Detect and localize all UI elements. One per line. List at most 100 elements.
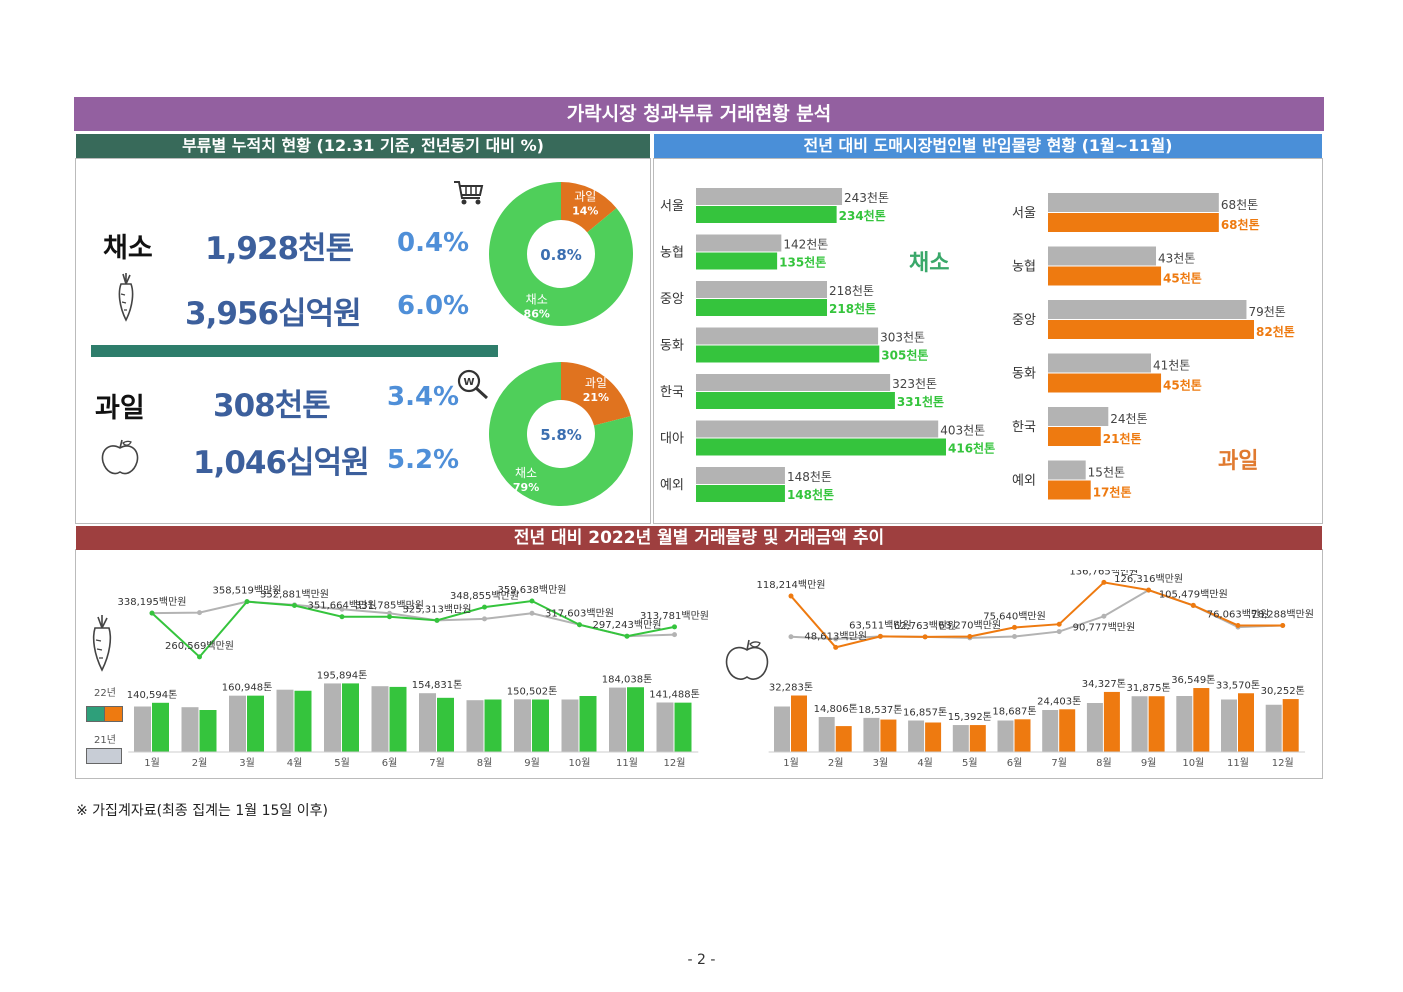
line-value-label: 126,316백만원 — [1114, 573, 1183, 585]
month-label: 3월 — [239, 757, 255, 769]
hbar — [1048, 407, 1109, 426]
hbar — [1048, 320, 1254, 339]
hbar — [696, 234, 782, 252]
bar-value-label: 15,392톤 — [948, 711, 992, 723]
month-label: 10월 — [1182, 757, 1204, 769]
line-value-label: 136,765백만원 — [1069, 570, 1138, 577]
month-bar — [342, 683, 359, 752]
line-value-label: 313,781백만원 — [640, 610, 709, 622]
hbar-value-label: 234천톤 — [839, 208, 886, 223]
trend-point — [1012, 624, 1017, 630]
month-bar — [656, 702, 674, 752]
trend-point — [833, 644, 839, 650]
hbar-value-label: 15천톤 — [1088, 465, 1125, 480]
hbar — [696, 299, 828, 316]
month-bar — [1176, 696, 1193, 752]
month-label: 8월 — [1096, 757, 1112, 769]
market-label: 동화 — [1012, 367, 1036, 382]
month-bar — [437, 697, 454, 752]
hbar — [1048, 460, 1086, 480]
trend-point — [197, 654, 202, 660]
apple-icon — [101, 439, 139, 475]
hbar-value-label: 82천톤 — [1256, 324, 1295, 339]
hbar — [696, 206, 837, 223]
trend-point — [529, 598, 535, 604]
month-bar — [514, 699, 531, 752]
month-bar — [1193, 688, 1210, 752]
trend-point — [1012, 634, 1017, 640]
donut-slice-pct: 21% — [583, 391, 609, 404]
page-title: 가락시장 청과부류 거래현황 분석 — [74, 97, 1324, 131]
legend-21-swatch — [86, 748, 122, 764]
trend-point — [577, 622, 582, 628]
month-label: 2월 — [192, 757, 208, 769]
fruit-monthly-combo-chart: 32,283톤 1월 14,806톤 2월 18,537톤 3월 16,857톤 4월 15,3… — [757, 570, 1314, 769]
line-value-label: 75,640백만원 — [983, 610, 1046, 622]
hbar — [1048, 213, 1219, 232]
donut-slice — [489, 362, 633, 506]
trend-point — [197, 610, 202, 616]
bar-value-label: 14,806톤 — [814, 703, 858, 715]
vegetable-monthly-combo-chart: 140,594톤 1월 2월 160,948톤 3월 4월 195,894톤 5월 6월 154,… — [118, 584, 709, 769]
page-number: - 2 - — [687, 952, 716, 968]
market-label: 서울 — [1012, 206, 1036, 221]
trend-point — [788, 593, 794, 599]
legend-22-swatch-orange — [104, 706, 123, 722]
month-label: 5월 — [334, 757, 350, 769]
hbar-value-label: 416천톤 — [948, 441, 995, 456]
bar-value-label: 33,570톤 — [1216, 679, 1260, 691]
bar-value-label: 184,038톤 — [602, 673, 653, 685]
hbar-value-label: 21천톤 — [1103, 431, 1142, 446]
bar-value-label: 18,687톤 — [992, 705, 1036, 717]
hbar — [696, 327, 879, 345]
month-bar — [1238, 693, 1254, 752]
month-bar — [880, 719, 897, 752]
trend-point — [1101, 579, 1107, 585]
hbar — [696, 485, 785, 502]
month-bar — [674, 702, 692, 752]
month-bar — [774, 706, 790, 752]
trend-point — [624, 633, 630, 639]
bar-value-label: 36,549톤 — [1171, 674, 1215, 686]
month-bar — [1086, 703, 1103, 752]
trend-point — [1235, 622, 1241, 628]
line-value-label: 297,243백만원 — [593, 619, 662, 631]
hbar-value-label: 403천톤 — [940, 423, 985, 438]
hbar — [696, 392, 895, 409]
donut-slice — [561, 362, 631, 426]
trend-point — [339, 614, 345, 620]
left-section-heading: 부류별 누적치 현황 (12.31 기준, 전년동기 대비 %) — [76, 134, 650, 158]
month-bar — [925, 722, 942, 752]
trend-point — [1280, 622, 1286, 628]
hbar-value-label: 148천톤 — [787, 469, 832, 484]
vegetable-volume-pct: 0.4% — [397, 228, 470, 258]
vegetable-volume: 1,928천톤 — [205, 231, 354, 267]
donut-slice-pct: 79% — [513, 481, 539, 494]
month-bar — [247, 695, 264, 752]
month-bar — [969, 725, 986, 752]
bar-value-label: 31,875톤 — [1126, 682, 1170, 694]
market-label: 예외 — [660, 478, 684, 493]
trend-point — [529, 610, 535, 616]
footnote: ※ 가집계자료(최종 집계는 1월 15일 이후) — [76, 803, 328, 819]
market-label: 중앙 — [1012, 313, 1036, 328]
bar-value-label: 18,537톤 — [858, 704, 902, 716]
month-label: 6월 — [382, 757, 398, 769]
hbar-value-label: 41천톤 — [1153, 358, 1190, 373]
vegetable-amount-pct: 6.0% — [397, 291, 470, 321]
month-bar — [1148, 696, 1165, 752]
hbar — [696, 374, 891, 391]
bar-value-label: 150,502톤 — [507, 685, 558, 697]
month-bar — [952, 725, 969, 752]
month-label: 11월 — [616, 757, 638, 769]
donut-slice-pct: 86% — [524, 308, 550, 321]
hbar — [696, 188, 843, 205]
month-label: 4월 — [917, 757, 933, 769]
carrot-icon — [118, 273, 134, 322]
month-bar — [1221, 699, 1237, 752]
month-label: 1월 — [783, 757, 799, 769]
fruit-volume-pct: 3.4% — [387, 382, 460, 412]
line-value-label: 338,195백만원 — [118, 596, 187, 608]
month-label: 7월 — [1051, 757, 1067, 769]
